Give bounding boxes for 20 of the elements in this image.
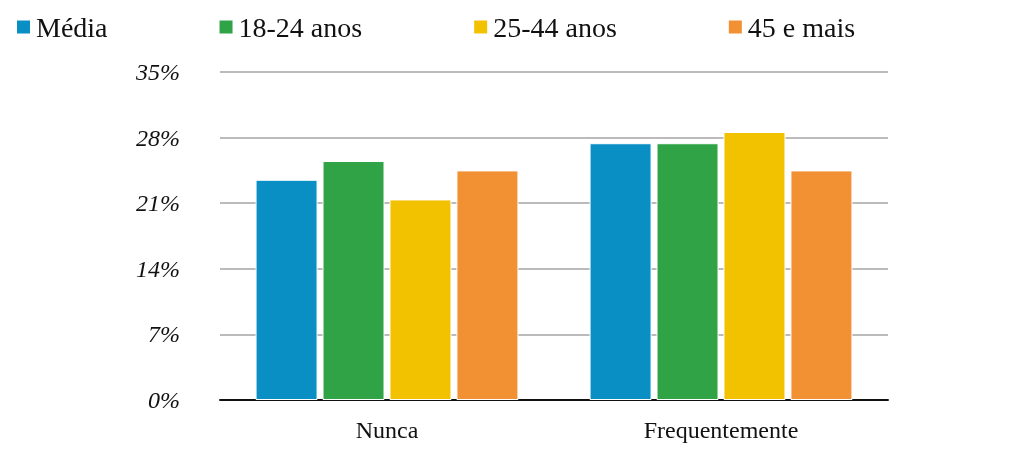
bar: [255, 179, 318, 400]
bar: [723, 131, 786, 400]
x-tick-label: Frequentemente: [643, 417, 799, 443]
bar: [589, 143, 652, 400]
y-tick-label: 21%: [136, 190, 180, 217]
bar: [790, 170, 853, 400]
y-tick-label: 35%: [135, 59, 180, 85]
legend-label: 18-24 anos: [238, 11, 363, 43]
legend-label: 45 e mais: [747, 11, 856, 43]
bar: [456, 170, 519, 400]
bar: [656, 143, 719, 400]
y-tick-label: 28%: [136, 124, 180, 151]
y-tick-label: 14%: [136, 255, 180, 282]
bar: [389, 199, 452, 400]
legend-label: Média: [36, 11, 109, 43]
y-tick-label: 7%: [148, 321, 180, 348]
x-tick-label: Nunca: [355, 417, 419, 443]
bar: [322, 161, 385, 400]
y-tick-label: 0%: [148, 387, 180, 413]
legend-label: 25-44 anos: [493, 11, 617, 43]
